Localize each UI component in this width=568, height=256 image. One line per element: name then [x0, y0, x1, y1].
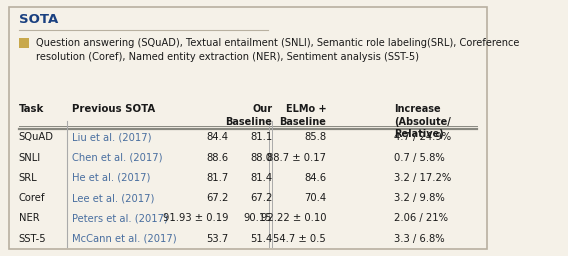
Text: 84.6: 84.6: [304, 173, 326, 183]
Text: McCann et al. (2017): McCann et al. (2017): [73, 234, 177, 244]
Text: 84.4: 84.4: [207, 132, 228, 142]
Text: 3.2 / 17.2%: 3.2 / 17.2%: [394, 173, 452, 183]
Text: Our
Baseline: Our Baseline: [225, 104, 273, 127]
Text: 81.1: 81.1: [250, 132, 273, 142]
Text: 88.6: 88.6: [206, 153, 228, 163]
Text: SRL: SRL: [19, 173, 37, 183]
Text: 53.7: 53.7: [206, 234, 228, 244]
Text: SOTA: SOTA: [19, 13, 58, 26]
Text: ELMo +
Baseline: ELMo + Baseline: [279, 104, 326, 127]
Text: Question answering (SQuAD), Textual entailment (SNLI), Semantic role labeling(SR: Question answering (SQuAD), Textual enta…: [36, 38, 519, 62]
Text: He et al. (2017): He et al. (2017): [73, 173, 151, 183]
Text: 0.7 / 5.8%: 0.7 / 5.8%: [394, 153, 445, 163]
Text: NER: NER: [19, 214, 39, 223]
Text: Increase
(Absolute/
Relative): Increase (Absolute/ Relative): [394, 104, 451, 139]
Text: Task: Task: [19, 104, 44, 114]
Text: 92.22 ± 0.10: 92.22 ± 0.10: [261, 214, 326, 223]
Text: 67.2: 67.2: [250, 193, 273, 203]
Text: SNLI: SNLI: [19, 153, 41, 163]
Text: 51.4: 51.4: [250, 234, 273, 244]
Text: Coref: Coref: [19, 193, 45, 203]
Text: 2.06 / 21%: 2.06 / 21%: [394, 214, 449, 223]
Text: 85.8: 85.8: [304, 132, 326, 142]
Text: 91.93 ± 0.19: 91.93 ± 0.19: [163, 214, 228, 223]
Text: SQuAD: SQuAD: [19, 132, 54, 142]
Text: 88.7 ± 0.17: 88.7 ± 0.17: [267, 153, 326, 163]
Text: 54.7 ± 0.5: 54.7 ± 0.5: [273, 234, 326, 244]
Text: Previous SOTA: Previous SOTA: [73, 104, 156, 114]
Text: 81.4: 81.4: [250, 173, 273, 183]
Text: 4.7 / 24.9%: 4.7 / 24.9%: [394, 132, 452, 142]
FancyBboxPatch shape: [9, 7, 487, 249]
Text: 3.3 / 6.8%: 3.3 / 6.8%: [394, 234, 445, 244]
Text: 88.0: 88.0: [250, 153, 273, 163]
Text: SST-5: SST-5: [19, 234, 47, 244]
Bar: [19, 38, 28, 48]
Text: Peters et al. (2017): Peters et al. (2017): [73, 214, 168, 223]
Text: Chen et al. (2017): Chen et al. (2017): [73, 153, 163, 163]
Text: 67.2: 67.2: [206, 193, 228, 203]
Text: 81.7: 81.7: [206, 173, 228, 183]
Text: 90.15: 90.15: [244, 214, 273, 223]
Text: Liu et al. (2017): Liu et al. (2017): [73, 132, 152, 142]
Text: 3.2 / 9.8%: 3.2 / 9.8%: [394, 193, 445, 203]
Text: Lee et al. (2017): Lee et al. (2017): [73, 193, 155, 203]
Text: 70.4: 70.4: [304, 193, 326, 203]
